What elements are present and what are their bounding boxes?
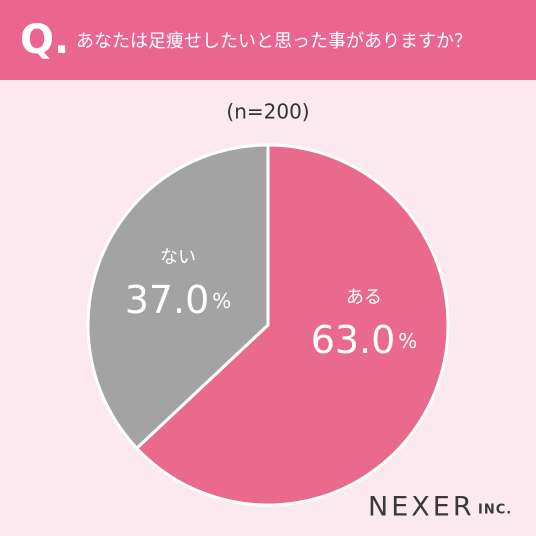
slice-label: ない <box>160 247 196 268</box>
value-label: 37.0% <box>125 278 232 322</box>
brand-suffix: INC. <box>478 503 512 518</box>
pie-slice <box>134 143 450 507</box>
pie <box>86 143 450 507</box>
brand-name: NEXER <box>368 492 475 523</box>
value-label: 63.0% <box>311 318 418 362</box>
chart-subtitle: (n=200) <box>226 100 309 124</box>
pie-slice <box>86 143 270 451</box>
chart-title: あなたは足痩せしたいと思った事がありますか？ <box>76 31 472 52</box>
slice-label: ある <box>346 287 382 308</box>
header-band <box>0 0 536 80</box>
question-mark: Q. <box>20 17 69 63</box>
